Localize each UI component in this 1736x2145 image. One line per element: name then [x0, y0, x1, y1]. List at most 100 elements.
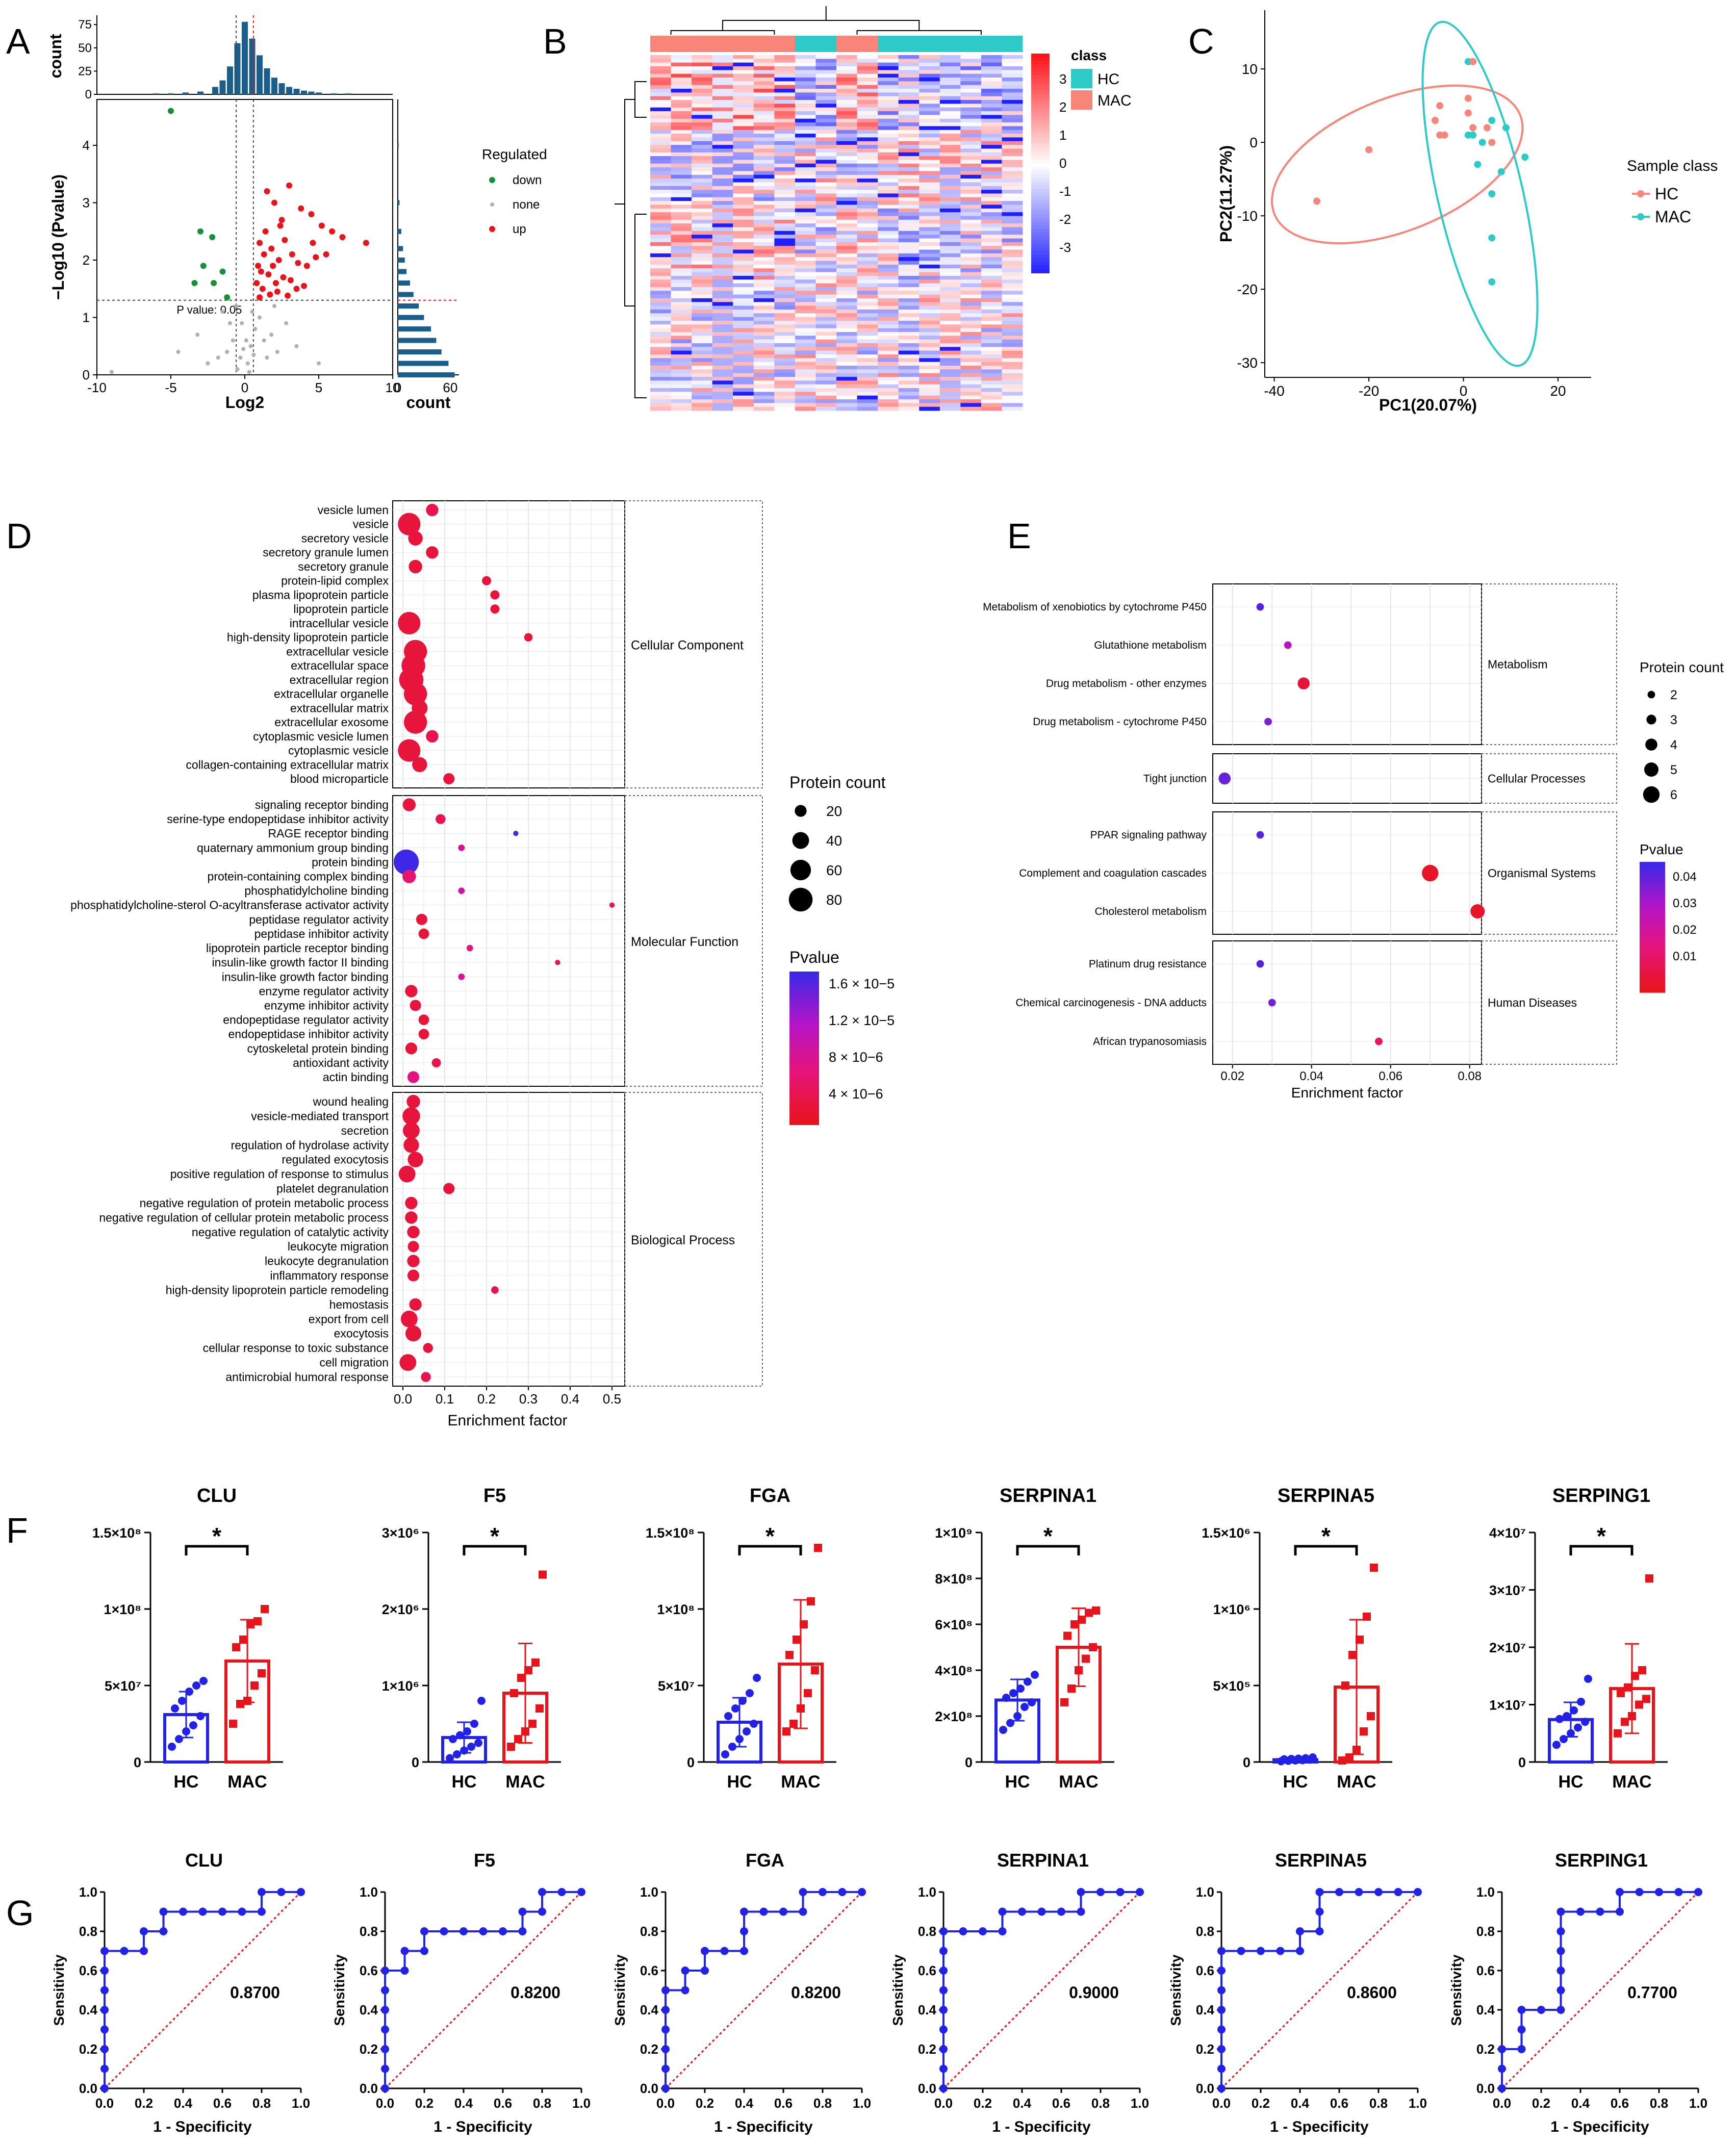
y-tick-label: 0.8: [1196, 1924, 1214, 1939]
roc-point: [1217, 2064, 1226, 2073]
go-term-label: secretion: [341, 1124, 389, 1137]
category-label: HC: [1283, 1772, 1308, 1792]
go-term-label: hemostasis: [329, 1298, 389, 1311]
data-point-HC: [1570, 1706, 1578, 1715]
heatmap-cell: [898, 309, 920, 314]
roc-point: [1217, 1947, 1226, 1955]
color-legend-cell: [1640, 907, 1665, 911]
color-legend-cell: [1640, 937, 1665, 941]
heatmap-cell: [919, 219, 940, 224]
heatmap-cell: [981, 118, 1002, 123]
group-strip: [1481, 940, 1617, 1065]
roc-point: [1096, 1888, 1105, 1896]
heatmap-cell: [733, 152, 754, 157]
heatmap-cell: [671, 324, 692, 329]
heatmap-cell: [815, 257, 837, 262]
heatmap-cell: [795, 246, 816, 250]
heatmap-cell: [712, 294, 733, 299]
heatmap-cell: [857, 309, 878, 314]
heatmap-cell: [898, 100, 920, 104]
y-tick-label: 1.5×10⁸: [646, 1525, 695, 1541]
heatmap-cell: [960, 70, 982, 74]
heatmap-cell: [795, 242, 816, 246]
category-label: MAC: [1612, 1772, 1651, 1792]
color-legend-label: 0.04: [1673, 870, 1697, 884]
x-tick-label: 0.2: [696, 2096, 714, 2111]
heatmap-cell: [733, 126, 754, 131]
color-legend-cell: [789, 1060, 819, 1064]
heatmap-cell: [774, 272, 796, 276]
color-legend-cell: [1640, 989, 1665, 993]
roc-point: [1556, 1947, 1565, 1955]
heatmap-cell: [836, 324, 858, 329]
data-point-HC: [724, 1712, 732, 1720]
volcano-point-up: [274, 288, 280, 295]
heatmap-cell: [919, 272, 940, 276]
scale-cell: [1031, 148, 1050, 153]
heatmap-cell: [939, 134, 961, 138]
x-tick-label: 0.6: [213, 2096, 232, 2111]
heatmap-cell: [898, 174, 920, 179]
heatmap-cell: [692, 395, 713, 400]
y-tick-label: 1×10⁸: [657, 1602, 695, 1617]
heatmap-cell: [733, 96, 754, 100]
heatmap-cell: [939, 182, 961, 187]
heatmap-cell: [692, 70, 713, 74]
heatmap-cell: [650, 62, 672, 67]
heatmap-cell: [753, 347, 775, 351]
heatmap-cell: [1002, 70, 1023, 74]
legend-label: MAC: [1097, 92, 1132, 109]
heatmap-cell: [774, 376, 796, 381]
heatmap-cell: [774, 380, 796, 385]
heatmap-cell: [1002, 122, 1023, 126]
heatmap-cell: [981, 242, 1002, 246]
roc-point: [1537, 2006, 1545, 2014]
heatmap-cell: [960, 201, 982, 205]
heatmap-cell: [774, 275, 796, 280]
heatmap-cell: [836, 328, 858, 333]
heatmap-cell: [795, 324, 816, 329]
heatmap-cell: [815, 317, 837, 321]
heatmap-cell: [857, 317, 878, 321]
heatmap-cell: [692, 384, 713, 389]
x-axis-label: 1 - Specificity: [433, 2118, 532, 2135]
color-legend-cell: [1640, 966, 1665, 970]
heatmap-cell: [878, 193, 899, 198]
top-hist-bar: [197, 91, 203, 94]
kegg-bubble: [1256, 831, 1264, 839]
volcano-point-none: [317, 361, 321, 366]
y-tick-label: 1×10⁶: [1213, 1602, 1250, 1617]
go-term-label: cellular response to toxic substance: [203, 1341, 389, 1355]
data-point-HC: [196, 1712, 205, 1720]
heatmap-cell: [774, 78, 796, 82]
heatmap-cell: [836, 380, 858, 385]
heatmap-cell: [774, 141, 796, 145]
x-tick-label: -40: [1264, 383, 1284, 399]
go-bubble: [458, 844, 465, 851]
data-point-HC: [746, 1689, 754, 1697]
heatmap-cell: [733, 343, 754, 347]
roc-point: [740, 1907, 748, 1916]
color-legend-cell: [1640, 953, 1665, 957]
kegg-term-label: Drug metabolism - other enzymes: [1046, 678, 1207, 690]
heatmap-cell: [898, 134, 920, 138]
legend-swatch: [1637, 190, 1644, 197]
heatmap-cell: [753, 399, 775, 403]
heatmap-cell: [671, 186, 692, 190]
heatmap-cell: [1002, 62, 1023, 67]
legend-title: class: [1071, 47, 1107, 63]
heatmap-cell: [815, 156, 837, 160]
heatmap-cell: [774, 294, 796, 299]
y-tick-label: 0.0: [79, 2081, 97, 2096]
data-point-MAC: [1614, 1729, 1622, 1738]
size-legend-label: 60: [826, 862, 842, 878]
heatmap-cell: [919, 309, 940, 314]
data-point-MAC: [232, 1643, 240, 1651]
go-term-label: enzyme inhibitor activity: [264, 999, 389, 1012]
scale-cell: [1031, 119, 1050, 124]
y-tick-label: 1.0: [640, 1884, 658, 1900]
size-legend-label: 2: [1670, 688, 1677, 702]
heatmap-cell: [692, 264, 713, 269]
volcano-point-down: [211, 280, 217, 286]
heatmap-cell: [857, 134, 878, 138]
